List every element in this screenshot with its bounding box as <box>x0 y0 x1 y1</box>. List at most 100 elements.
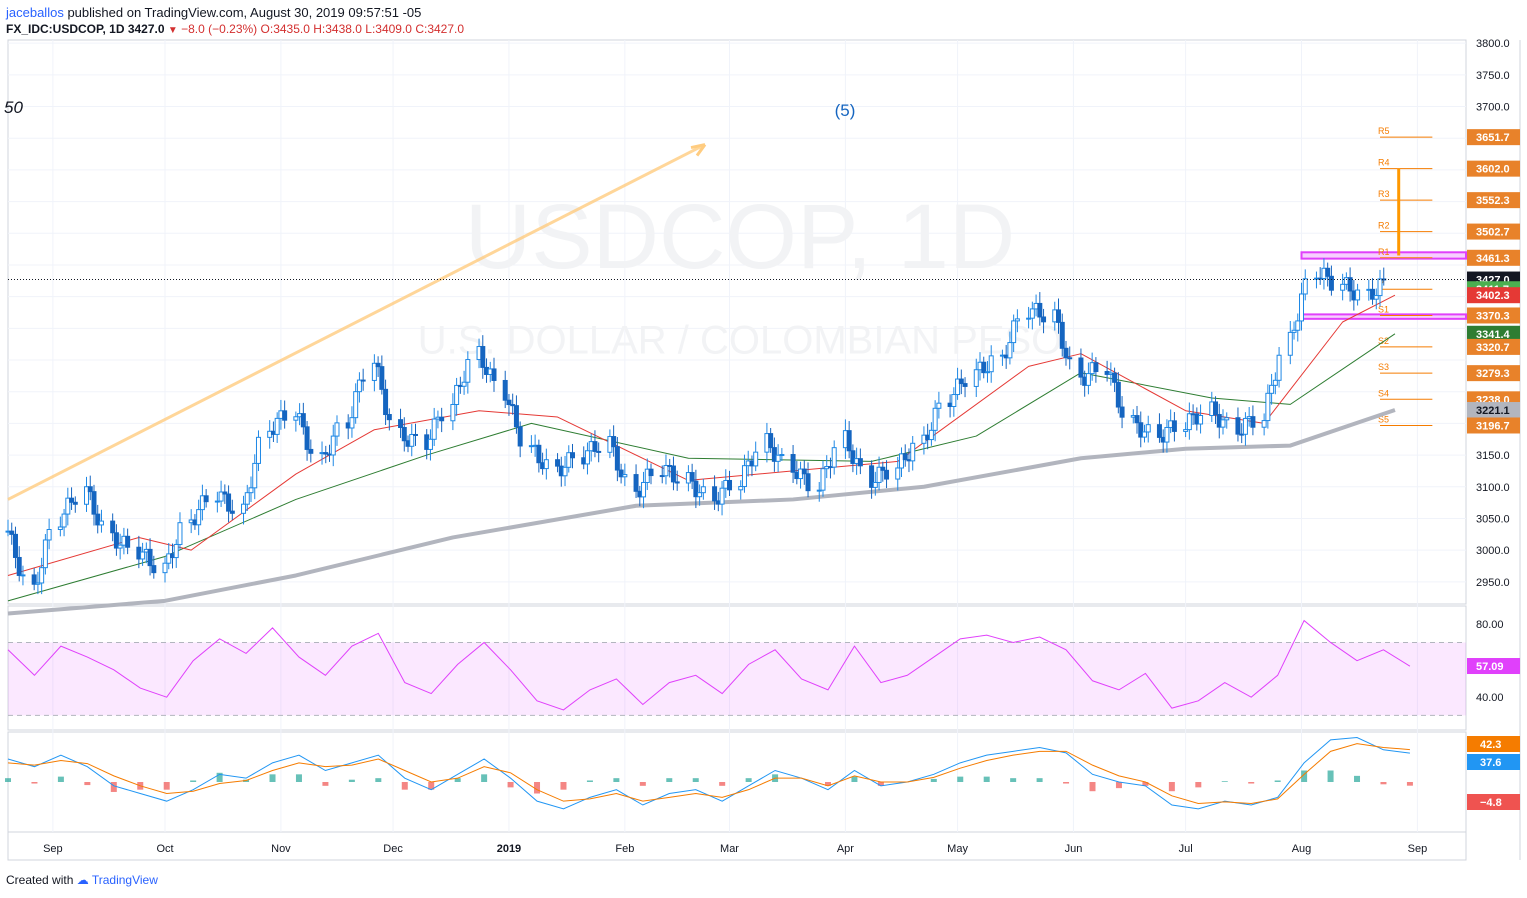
macd-histogram-bar <box>1195 782 1202 788</box>
macd-histogram-bar <box>84 782 91 786</box>
candle-body <box>1373 295 1379 300</box>
candle-body <box>850 450 856 464</box>
macd-histogram-bar <box>1327 770 1334 782</box>
trend-arrow-head-icon <box>690 143 707 157</box>
candle-body <box>72 501 78 505</box>
pivot-label: S5 <box>1378 414 1389 424</box>
macd-histogram-bar <box>957 776 964 782</box>
candle-body <box>510 404 516 407</box>
price-label-box <box>1467 365 1520 382</box>
macd-histogram-bar <box>454 778 461 782</box>
candle-body <box>439 416 445 422</box>
candle-body <box>1078 357 1084 378</box>
macd-histogram-bar <box>1115 782 1122 789</box>
brand-name[interactable]: TradingView <box>91 873 158 887</box>
price-label: 3320.7 <box>1476 342 1510 354</box>
author-link[interactable]: jaceballos <box>6 5 64 20</box>
candle-body <box>113 532 119 549</box>
candle-body <box>46 529 52 541</box>
macd-histogram-bar <box>216 772 223 782</box>
macd-histogram-bar <box>1274 780 1281 782</box>
candle-body <box>1026 317 1032 320</box>
macd-histogram-bar <box>401 782 408 790</box>
candle-body <box>375 362 381 368</box>
pivot-label: R3 <box>1378 189 1390 199</box>
candle-body <box>282 410 288 421</box>
candle-body <box>409 433 415 447</box>
y-tick-label: 3100.0 <box>1476 482 1510 494</box>
candle-body <box>872 481 878 488</box>
candle-body <box>1220 419 1226 428</box>
candle-body <box>20 574 26 577</box>
candle-body <box>555 459 561 467</box>
candle-body <box>857 458 863 467</box>
rsi-band <box>8 642 1466 716</box>
macd-histogram-bar <box>534 782 541 794</box>
candle-body <box>831 447 837 468</box>
candle-body <box>65 497 71 515</box>
candle-body <box>293 416 299 421</box>
macd-histogram-bar <box>110 782 117 792</box>
macd-histogram-bar <box>481 774 488 782</box>
candle-body <box>592 441 598 452</box>
candle-body <box>196 509 202 526</box>
macd-value-label: −4.8 <box>1480 797 1502 809</box>
candle-body <box>480 346 486 368</box>
price-label: 3552.3 <box>1476 195 1510 207</box>
candle-body <box>719 487 725 505</box>
candle-body <box>1276 354 1282 381</box>
chart-area[interactable]: Sep Oct Nov Dec 2019 Feb Mar Apr May Jun Jul Aug Sep… <box>0 38 1527 863</box>
macd-value-box <box>1467 794 1520 810</box>
candle-body <box>1041 316 1047 323</box>
candle-body <box>454 384 460 405</box>
candle-body <box>932 407 938 431</box>
candle-body <box>506 399 512 406</box>
candle-body <box>951 394 957 408</box>
macd-histogram-bar <box>1354 775 1361 782</box>
candle-body <box>584 450 590 465</box>
symbol-name[interactable]: FX_IDC:USDCOP <box>6 22 103 36</box>
price-label-box <box>1467 325 1520 342</box>
candle-body <box>61 513 67 528</box>
x-tick-label: Apr <box>837 843 854 855</box>
candle-body <box>379 366 385 390</box>
candle-body <box>741 465 747 488</box>
candle-body <box>738 486 744 491</box>
candle-body <box>670 465 676 483</box>
candle-body <box>1272 379 1278 386</box>
candle-body <box>147 548 153 567</box>
price-label-box <box>1467 338 1520 355</box>
price-label-box <box>1467 417 1520 434</box>
candle-body <box>491 368 497 381</box>
candle-body <box>1059 321 1065 349</box>
macd-histogram-bar <box>375 778 382 782</box>
candle-body <box>1134 415 1140 424</box>
pivot-label: R5 <box>1378 126 1390 136</box>
candle-body <box>693 480 699 498</box>
candle-body <box>229 510 235 514</box>
published-text: published on TradingView.com, August 30,… <box>67 5 422 20</box>
macd-histogram-bar <box>560 782 567 790</box>
candle-body <box>356 379 362 393</box>
footer: Created with ☁ TradingView <box>6 873 158 887</box>
candle-body <box>31 574 37 585</box>
candle-body <box>386 414 392 421</box>
candle-body <box>1370 288 1376 300</box>
macd-histogram-bar <box>1168 782 1175 792</box>
candle-body <box>1183 429 1189 432</box>
candle-body <box>1115 381 1121 408</box>
x-tick-label: Jul <box>1179 843 1193 855</box>
candle-body <box>95 513 101 526</box>
candle-body <box>110 520 116 534</box>
price-label-box <box>1467 223 1520 240</box>
candle-body <box>203 495 209 503</box>
candle-body <box>955 378 961 396</box>
y-tick-label: 2950.0 <box>1476 577 1510 589</box>
candle-body <box>928 429 934 441</box>
y-tick-label: 3800.0 <box>1476 38 1510 50</box>
candle-body <box>1325 267 1331 277</box>
candle-body <box>1291 329 1297 333</box>
candle-body <box>84 486 90 505</box>
candle-body <box>1067 357 1073 360</box>
candle-body <box>57 526 63 531</box>
